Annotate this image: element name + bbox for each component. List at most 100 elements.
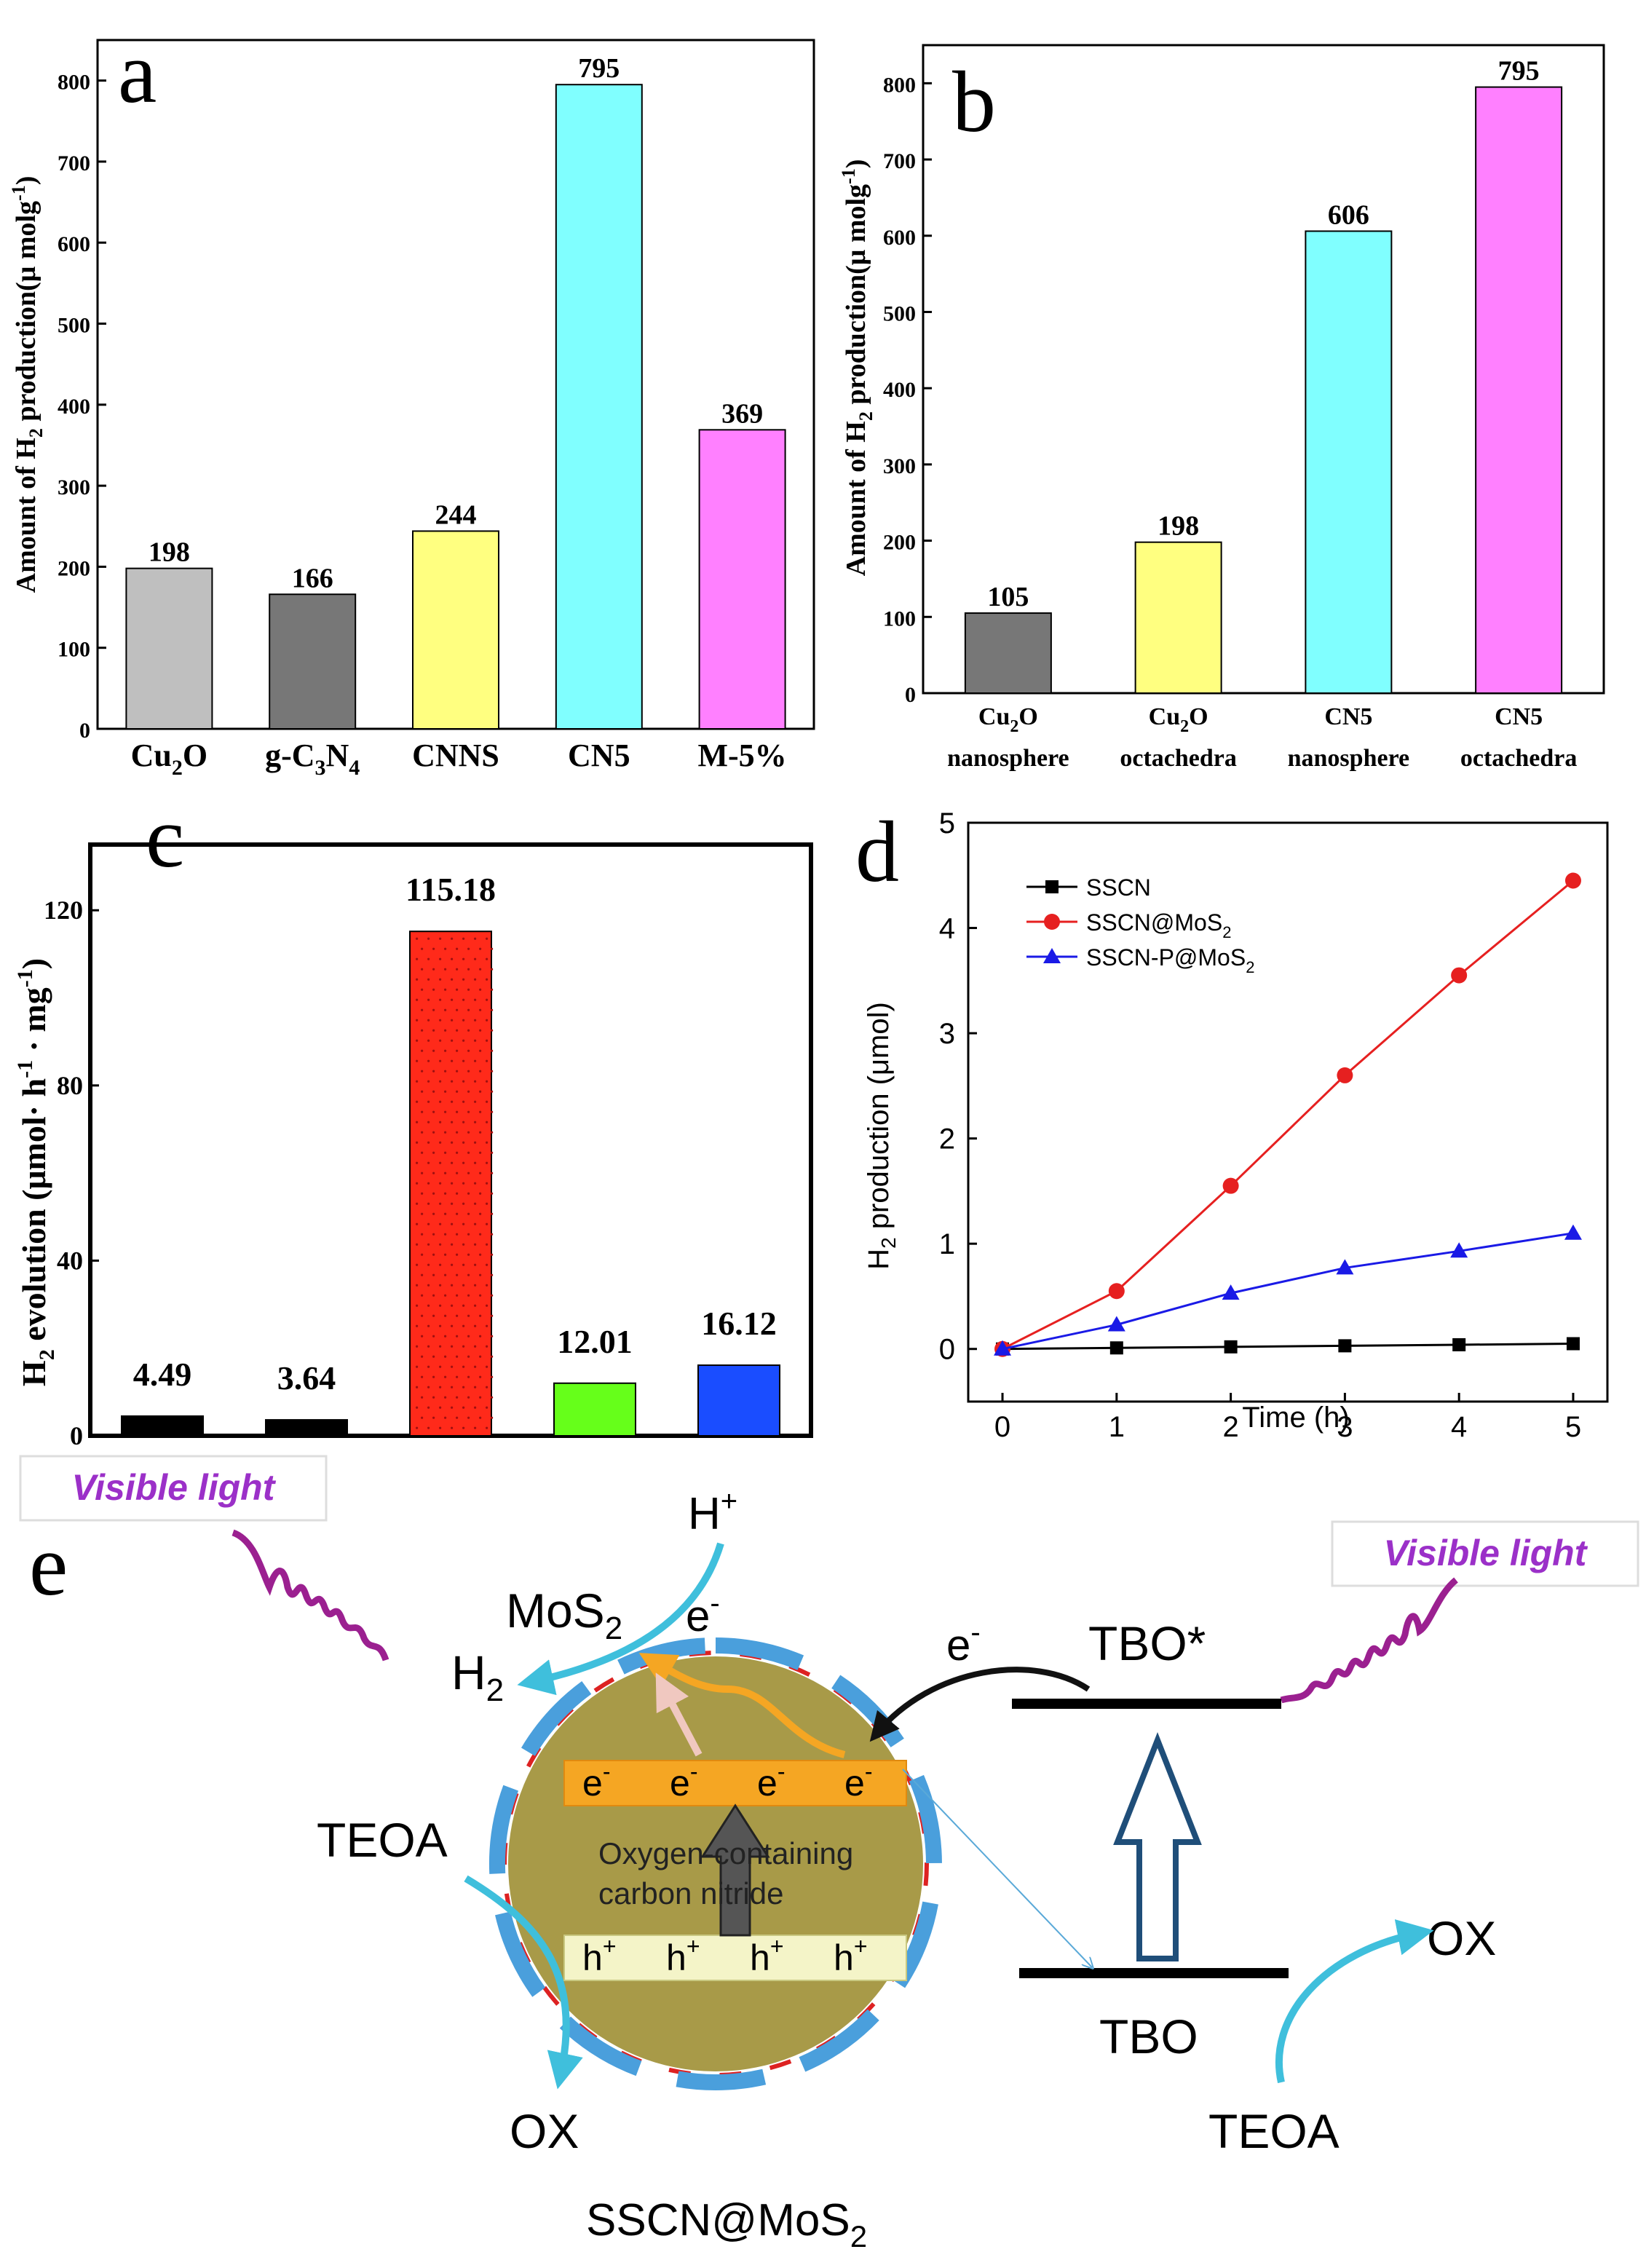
y-tick-label: 4 (939, 913, 955, 945)
y-tick-label: 400 (883, 378, 916, 402)
bar-texture-dot (432, 1335, 435, 1338)
bar-texture-dot (462, 1406, 465, 1409)
y-tick-label: 500 (58, 314, 90, 338)
y-tick-label: 2 (939, 1123, 955, 1155)
bar-texture-dot (444, 1029, 447, 1032)
bar-texture-dot (427, 937, 430, 940)
bar-texture-dot (467, 1131, 470, 1134)
mos2-shell (488, 1637, 942, 2090)
bar-texture-dot (491, 968, 494, 971)
bar-texture-dot (427, 998, 430, 1001)
bar-texture-dot (427, 957, 430, 960)
bar-texture-dot (427, 1161, 430, 1164)
bar-texture-dot (416, 1161, 419, 1164)
bar-texture-dot (479, 1008, 482, 1011)
bar-texture-dot (486, 1406, 488, 1409)
bar-value-label: 115.18 (405, 871, 496, 908)
data-point-triangle (1336, 1259, 1354, 1275)
bar-texture-dot (467, 968, 470, 971)
bar-texture-dot (491, 1253, 494, 1256)
bar-texture-dot (491, 1090, 494, 1093)
band-hole-label: h+ (834, 1933, 868, 1978)
bar-texture-dot (456, 1396, 459, 1399)
teoa-right-label: TEOA (1208, 2104, 1340, 2158)
panel-d-chart: d H2 production (μmol) Time (h) 0 1 2 3 4 5 0 1… (855, 803, 1609, 1443)
bar-texture-dot (421, 1294, 424, 1297)
tbo-star-label: TBO* (1088, 1616, 1206, 1670)
bar-texture-dot (444, 1416, 447, 1419)
bar-texture-dot (474, 937, 477, 940)
bar-texture-dot (444, 1294, 447, 1297)
bar-texture-dot (486, 937, 488, 940)
y-tick-label: 100 (883, 606, 916, 631)
bar-texture-dot (444, 1335, 447, 1338)
bar (265, 1419, 348, 1437)
bar-texture-dot (474, 1100, 477, 1103)
panel-b-chart: b Amount of H2 production(μ molg-1) 0 100… (838, 44, 1605, 772)
bar-texture-dot (432, 1273, 435, 1276)
bar-texture-dot (451, 1263, 454, 1266)
panel-a-y-axis-label: Amount of H2 production(μ molg-1) (8, 176, 47, 593)
band-electron-label: e- (582, 1758, 610, 1803)
y-tick-label: 400 (58, 395, 90, 419)
bar-texture-dot (427, 1222, 430, 1225)
bar-texture-dot (416, 1304, 419, 1307)
bar-texture-dot (439, 1426, 442, 1429)
y-tick-label: 600 (58, 232, 90, 256)
bar-texture-dot (467, 1355, 470, 1358)
ox-right-label: OX (1427, 1911, 1496, 1965)
bar-texture-dot (486, 1100, 488, 1103)
bar-texture-dot (427, 1284, 430, 1287)
bar-texture-dot (444, 1049, 447, 1052)
bar (1305, 230, 1393, 694)
bar-texture-dot (467, 1253, 470, 1256)
bar-texture-dot (427, 1039, 430, 1042)
bar-texture-dot (486, 1243, 488, 1246)
bar-texture-dot (486, 1202, 488, 1205)
bar-texture-dot (416, 1345, 419, 1348)
bar-texture-dot (486, 1019, 488, 1022)
svg-text:Visible light: Visible light (1384, 1533, 1588, 1573)
bar-texture-dot (486, 1263, 488, 1266)
bar-texture-dot (479, 1355, 482, 1358)
bar-texture-dot (421, 1192, 424, 1195)
bar-texture-dot (456, 1273, 459, 1276)
y-tick-label: 500 (883, 301, 916, 325)
bar-texture-dot (474, 1284, 477, 1287)
band-hole-label: h+ (582, 1933, 617, 1978)
legend-label: SSCN-P@MoS2 (1086, 944, 1254, 976)
bar-texture-dot (451, 1324, 454, 1327)
bar-texture-dot (451, 1080, 454, 1083)
bar-texture-dot (491, 1171, 494, 1174)
bar-texture-dot (416, 1386, 419, 1388)
bar-texture-dot (462, 1161, 465, 1164)
band-electron-label: e- (670, 1758, 697, 1803)
bar-texture-dot (474, 1121, 477, 1123)
bar-texture-dot (479, 1335, 482, 1338)
e-minus-top-label: e- (686, 1587, 720, 1640)
data-point-square (1566, 1337, 1580, 1351)
bar-texture-dot (427, 1406, 430, 1409)
x-category-label: M-5% (698, 738, 787, 773)
bar-texture-dot (456, 1049, 459, 1052)
bar-texture-dot (432, 1314, 435, 1317)
bar-value-label: 198 (1158, 511, 1199, 542)
y-tick-label: 80 (57, 1071, 83, 1100)
bar-texture-dot (427, 1019, 430, 1022)
x-category-label-line2: nanosphere (1288, 745, 1410, 772)
bar-value-label: 4.49 (133, 1356, 192, 1393)
bar-texture-dot (486, 1345, 488, 1348)
bar-texture-dot (474, 957, 477, 960)
bar-texture-dot (491, 1192, 494, 1195)
bar-texture-dot (416, 1324, 419, 1327)
bar-texture-dot (467, 1375, 470, 1378)
bar-texture-dot (462, 937, 465, 940)
x-tick-label: 4 (1451, 1411, 1467, 1443)
bar-texture-dot (479, 1375, 482, 1378)
bar-texture-dot (467, 1192, 470, 1195)
bar-texture-dot (462, 998, 465, 1001)
bar-texture-dot (462, 978, 465, 981)
bar-texture-dot (416, 998, 419, 1001)
bar-texture-dot (456, 1375, 459, 1378)
bar-texture-dot (462, 1202, 465, 1205)
